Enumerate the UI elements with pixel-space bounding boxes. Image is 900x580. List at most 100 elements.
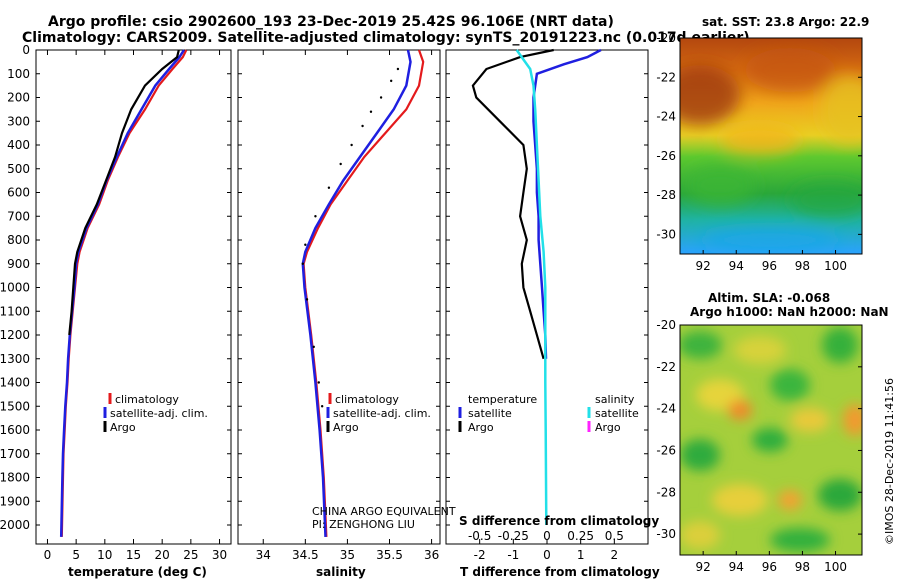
legend-t-argo-label: Argo (468, 421, 494, 434)
t-difference-axis-label: T difference from climatology (460, 565, 660, 579)
map-x-tick-label: 100 (824, 560, 847, 574)
map-x-tick-label: 94 (729, 560, 744, 574)
temperature-legend: climatology satellite-adj. clim. Argo (103, 393, 208, 434)
profile-series (59, 48, 602, 537)
difference-legend-temperature: temperature satellite Argo (458, 393, 537, 434)
map-y-tick-label: -20 (656, 318, 676, 332)
pi-annotation: PI: ZENGHONG LIU (312, 518, 415, 531)
salinity-legend: climatology satellite-adj. clim. Argo (326, 393, 431, 434)
depth-tick-label: 1600 (0, 423, 30, 437)
x-axes: 0 5 10 15 20 25 30 34 34.5 35 35.5 36 -2 -1 0 1 2 -0.5 -0.… (44, 50, 624, 562)
argo-salinity-point (320, 405, 324, 408)
series-line-satellite-adj-clim- (59, 49, 186, 537)
map-x-tick-label: 98 (795, 259, 810, 273)
x-tick-label: 10 (97, 548, 112, 562)
map-axes: 92 94 96 98 100 -20 -22 -24 -26 -28 -30 92 94 96 98 100… (656, 31, 862, 574)
argo-salinity-point (314, 215, 317, 218)
map-x-tick-label: 96 (762, 259, 777, 273)
depth-tick-label: 1900 (0, 494, 30, 508)
map-y-tick-label: -24 (656, 402, 676, 416)
map-y-tick-label: -26 (656, 443, 676, 457)
argo-salinity-point (312, 345, 315, 349)
depth-tick-label: 2000 (0, 518, 30, 532)
x-tick-label: 5 (72, 548, 80, 562)
depth-tick-label: 1200 (0, 328, 30, 342)
depth-tick-label: 100 (7, 67, 30, 81)
argo-salinity-point (361, 124, 364, 128)
sst-map-frame (679, 37, 863, 255)
depth-tick-label: 1500 (0, 399, 30, 413)
x-tick-label: 36 (424, 548, 439, 562)
map-y-tick-label: -24 (656, 110, 676, 124)
series-line-argo (68, 49, 180, 336)
x-tick-label: 35 (340, 548, 355, 562)
depth-tick-label: 1300 (0, 352, 30, 366)
depth-tick-label: 700 (7, 209, 30, 223)
depth-tick-label: 1800 (0, 471, 30, 485)
map-x-tick-label: 94 (729, 259, 744, 273)
salinity-panel-frame (237, 49, 441, 545)
series-line-temperature-satellite (532, 48, 602, 359)
s-difference-axis-label: S difference from climatology (459, 514, 659, 528)
series-line-temperature-argo (471, 48, 554, 360)
legend-argo-label: Argo (333, 421, 359, 434)
legend-s-satellite-label: satellite (595, 407, 639, 420)
x-tick-label: 0 (44, 548, 52, 562)
argo-salinity-point (369, 110, 373, 113)
argo-salinity-point (304, 243, 307, 246)
sla-heatmap (680, 325, 862, 555)
title-line-1: Argo profile: csio 2902600_193 23-Dec-20… (48, 14, 614, 30)
legend-satellite-label: satellite-adj. clim. (333, 407, 431, 420)
map-y-tick-label: -26 (656, 149, 676, 163)
map-x-tick-label: 100 (824, 259, 847, 273)
argo-salinity-point (301, 262, 305, 265)
legend-salinity-title: salinity (595, 393, 635, 406)
x-top-tick-label: 0.5 (605, 529, 624, 543)
legend-satellite-label: satellite-adj. clim. (110, 407, 208, 420)
platform-annotation: CHINA ARGO EQUIVALENT (312, 505, 456, 518)
depth-tick-label: 800 (7, 233, 30, 247)
difference-legend-salinity: salinity satellite Argo (587, 393, 639, 434)
x-tick-label: 30 (212, 548, 227, 562)
legend-s-argo-label: Argo (595, 421, 621, 434)
depth-tick-label: 600 (7, 186, 30, 200)
map-y-tick-label: -22 (656, 360, 676, 374)
argo-salinity-point (350, 143, 353, 147)
argo-salinity-point (327, 186, 331, 189)
depth-tick-label: 500 (7, 162, 30, 176)
x-tick-label: 1 (577, 548, 585, 562)
argo-salinity-point (396, 67, 400, 71)
x-tick-label: 2 (611, 548, 619, 562)
x-tick-label: -1 (507, 548, 519, 562)
title-line-2: Climatology: CARS2009. Satellite-adjuste… (22, 30, 750, 46)
map-y-tick-label: -22 (656, 70, 676, 84)
series-line-salinity-satellite (515, 49, 548, 526)
map-y-tick-label: -30 (656, 227, 676, 241)
map-y-tick-label: -28 (656, 485, 676, 499)
x-top-tick-label: -0.5 (468, 529, 491, 543)
sla-map-frame (679, 324, 863, 556)
legend-argo-label: Argo (110, 421, 136, 434)
map-x-tick-label: 98 (795, 560, 810, 574)
temperature-axis-label: temperature (deg C) (68, 565, 207, 579)
depth-tick-label: 0 (22, 43, 30, 57)
depth-axis: 0 100 200 300 400 500 600 700 800 900 1000 1100 1200… (0, 43, 648, 532)
x-tick-label: 34.5 (292, 548, 319, 562)
series-line-climatology (60, 49, 188, 537)
legend-t-satellite-label: satellite (468, 407, 512, 420)
sla-map-title: Altim. SLA: -0.068 (708, 291, 830, 305)
x-tick-label: 20 (155, 548, 170, 562)
x-top-tick-label: -0.25 (498, 529, 529, 543)
sla-map-subtitle: Argo h1000: NaN h2000: NaN (690, 305, 889, 319)
depth-tick-label: 1100 (0, 304, 30, 318)
depth-tick-label: 400 (7, 138, 30, 152)
argo-salinity-point (379, 96, 383, 99)
series-line-satellite-adj-clim- (301, 49, 412, 537)
x-top-tick-label: 0 (543, 529, 551, 543)
depth-tick-label: 1700 (0, 447, 30, 461)
depth-tick-label: 900 (7, 257, 30, 271)
argo-salinity-point (305, 298, 309, 301)
depth-tick-label: 200 (7, 91, 30, 105)
